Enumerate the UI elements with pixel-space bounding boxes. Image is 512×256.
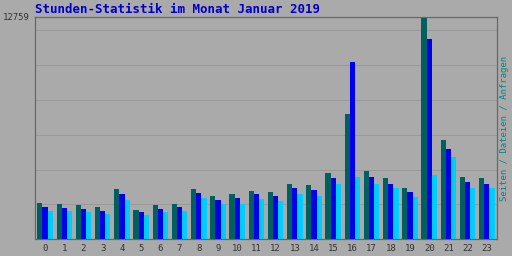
Bar	[177, 207, 182, 239]
Bar	[336, 184, 341, 239]
Bar	[470, 188, 476, 239]
Bar	[441, 140, 446, 239]
Bar	[460, 177, 465, 239]
Bar	[402, 188, 408, 239]
Bar	[306, 185, 311, 239]
Bar	[297, 194, 303, 239]
Bar	[240, 204, 245, 239]
Bar	[95, 207, 100, 239]
Bar	[311, 190, 316, 239]
Bar	[254, 194, 259, 239]
Bar	[81, 209, 86, 239]
Bar	[421, 17, 426, 239]
Bar	[182, 211, 187, 239]
Bar	[432, 175, 437, 239]
Bar	[234, 198, 240, 239]
Bar	[413, 197, 418, 239]
Bar	[201, 198, 206, 239]
Bar	[446, 149, 451, 239]
Bar	[388, 184, 393, 239]
Bar	[144, 215, 149, 239]
Bar	[369, 177, 374, 239]
Y-axis label: Seiten / Dateien / Anfragen: Seiten / Dateien / Anfragen	[500, 56, 509, 201]
Bar	[259, 199, 264, 239]
Bar	[451, 157, 456, 239]
Bar	[249, 190, 254, 239]
Bar	[221, 205, 226, 239]
Bar	[350, 61, 355, 239]
Bar	[216, 200, 221, 239]
Bar	[48, 211, 53, 239]
Bar	[105, 214, 111, 239]
Bar	[100, 211, 105, 239]
Bar	[76, 205, 81, 239]
Bar	[355, 177, 360, 239]
Bar	[484, 184, 489, 239]
Bar	[268, 192, 273, 239]
Bar	[114, 189, 119, 239]
Bar	[196, 193, 201, 239]
Bar	[67, 211, 72, 239]
Bar	[56, 205, 61, 239]
Text: Stunden-Statistik im Monat Januar 2019: Stunden-Statistik im Monat Januar 2019	[34, 3, 319, 16]
Bar	[393, 188, 399, 239]
Bar	[326, 173, 331, 239]
Bar	[42, 207, 48, 239]
Bar	[364, 171, 369, 239]
Bar	[210, 196, 216, 239]
Bar	[61, 208, 67, 239]
Bar	[133, 210, 139, 239]
Bar	[465, 182, 470, 239]
Bar	[374, 184, 379, 239]
Bar	[86, 212, 91, 239]
Bar	[292, 188, 297, 239]
Bar	[287, 184, 292, 239]
Bar	[345, 114, 350, 239]
Bar	[191, 189, 196, 239]
Bar	[172, 204, 177, 239]
Bar	[408, 192, 413, 239]
Bar	[331, 178, 336, 239]
Bar	[163, 212, 168, 239]
Bar	[139, 212, 144, 239]
Bar	[153, 205, 158, 239]
Bar	[278, 201, 283, 239]
Bar	[383, 178, 388, 239]
Bar	[426, 39, 432, 239]
Bar	[489, 188, 495, 239]
Bar	[316, 196, 322, 239]
Bar	[119, 194, 124, 239]
Bar	[37, 203, 42, 239]
Bar	[229, 194, 234, 239]
Bar	[158, 209, 163, 239]
Bar	[273, 196, 278, 239]
Bar	[124, 200, 130, 239]
Bar	[479, 178, 484, 239]
